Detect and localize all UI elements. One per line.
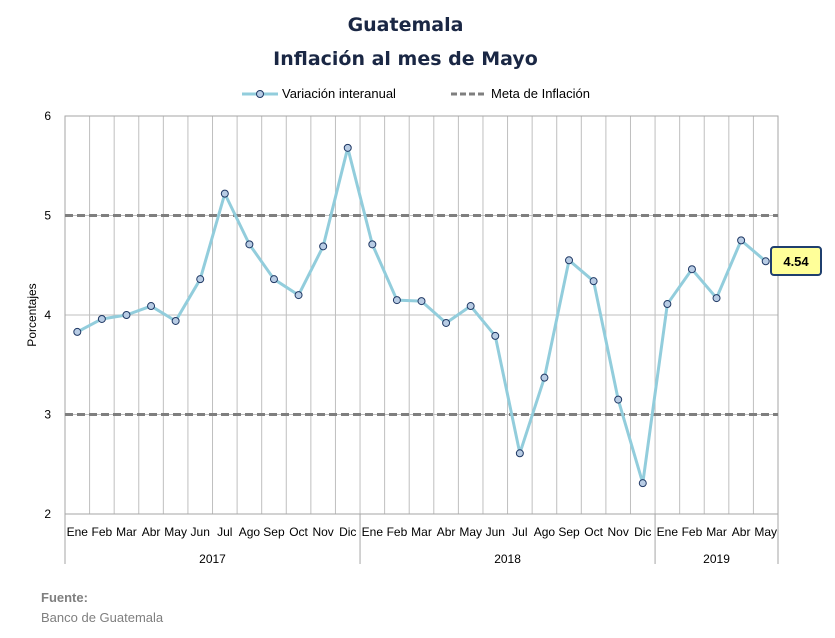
x-tick-label: Sep	[558, 525, 580, 539]
legend-target-label: Meta de Inflación	[491, 86, 591, 101]
legend-series-label: Variación interanual	[282, 86, 396, 101]
plot-area-border	[64, 115, 779, 515]
data-point	[417, 297, 426, 306]
x-tick-label: Jul	[217, 525, 232, 539]
data-point	[269, 275, 278, 284]
data-point	[220, 189, 229, 198]
data-point	[565, 256, 574, 265]
data-point	[540, 373, 549, 382]
data-point	[392, 296, 401, 305]
chart-subtitle: Inflación al mes de Mayo	[273, 48, 538, 70]
x-tick-label: Mar	[706, 525, 727, 539]
x-tick-label: May	[754, 525, 777, 539]
data-point	[73, 327, 82, 336]
y-axis-title: Porcentajes	[25, 283, 39, 346]
x-tick-label: Abr	[437, 525, 456, 539]
data-point	[761, 257, 770, 266]
x-tick-label: Jun	[486, 525, 505, 539]
source-value: Banco de Guatemala	[41, 610, 164, 625]
chart-title: Guatemala	[347, 14, 464, 36]
x-tick-label: Feb	[92, 525, 113, 539]
y-tick-label: 2	[44, 507, 51, 521]
source-label: Fuente:	[41, 590, 88, 605]
x-tick-label: Abr	[732, 525, 751, 539]
data-point	[687, 265, 696, 274]
data-point	[491, 331, 500, 340]
data-point	[737, 236, 746, 245]
x-tick-label: Jul	[512, 525, 527, 539]
x-tick-label: Sep	[263, 525, 285, 539]
y-tick-label: 6	[44, 109, 51, 123]
data-point	[294, 291, 303, 300]
x-group-label: 2019	[703, 552, 730, 566]
x-tick-label: Feb	[387, 525, 408, 539]
data-point	[343, 143, 352, 152]
x-group-label: 2018	[494, 552, 521, 566]
legend-item-series: Variación interanual	[242, 86, 396, 101]
data-point	[245, 240, 254, 249]
data-point	[515, 449, 524, 458]
x-tick-label: Nov	[608, 525, 629, 539]
data-point	[319, 242, 328, 251]
x-tick-label: Dic	[634, 525, 651, 539]
legend-item-target: Meta de Inflación	[451, 86, 590, 101]
data-point	[97, 314, 106, 323]
data-point	[171, 316, 180, 325]
data-point	[442, 318, 451, 327]
x-tick-label: Abr	[142, 525, 161, 539]
data-point	[196, 275, 205, 284]
x-tick-label: Ago	[239, 525, 261, 539]
x-tick-label: Ene	[362, 525, 384, 539]
data-point	[466, 302, 475, 311]
last-value-callout: 4.54	[770, 246, 822, 276]
x-tick-label: Oct	[289, 525, 308, 539]
x-tick-label: Ene	[67, 525, 89, 539]
x-tick-label: Dic	[339, 525, 356, 539]
y-tick-label: 3	[44, 408, 51, 422]
legend-target-swatch	[451, 92, 487, 95]
data-point	[589, 277, 598, 286]
data-point	[712, 294, 721, 303]
data-point	[368, 240, 377, 249]
y-tick-label: 4	[44, 308, 51, 322]
x-tick-label: Feb	[682, 525, 703, 539]
x-tick-label: Nov	[312, 525, 333, 539]
x-tick-label: May	[459, 525, 482, 539]
x-tick-label: Mar	[116, 525, 137, 539]
data-point	[638, 479, 647, 488]
x-tick-label: May	[164, 525, 187, 539]
data-point	[122, 311, 131, 319]
x-tick-label: Ene	[657, 525, 679, 539]
y-tick-label: 5	[44, 209, 51, 223]
x-tick-label: Jun	[191, 525, 210, 539]
data-point	[663, 300, 672, 309]
x-group-label: 2017	[199, 552, 226, 566]
x-tick-label: Mar	[411, 525, 432, 539]
data-point	[147, 302, 156, 311]
x-tick-label: Ago	[534, 525, 556, 539]
legend-series-swatch	[242, 89, 278, 98]
data-point	[614, 395, 623, 404]
x-tick-label: Oct	[584, 525, 603, 539]
